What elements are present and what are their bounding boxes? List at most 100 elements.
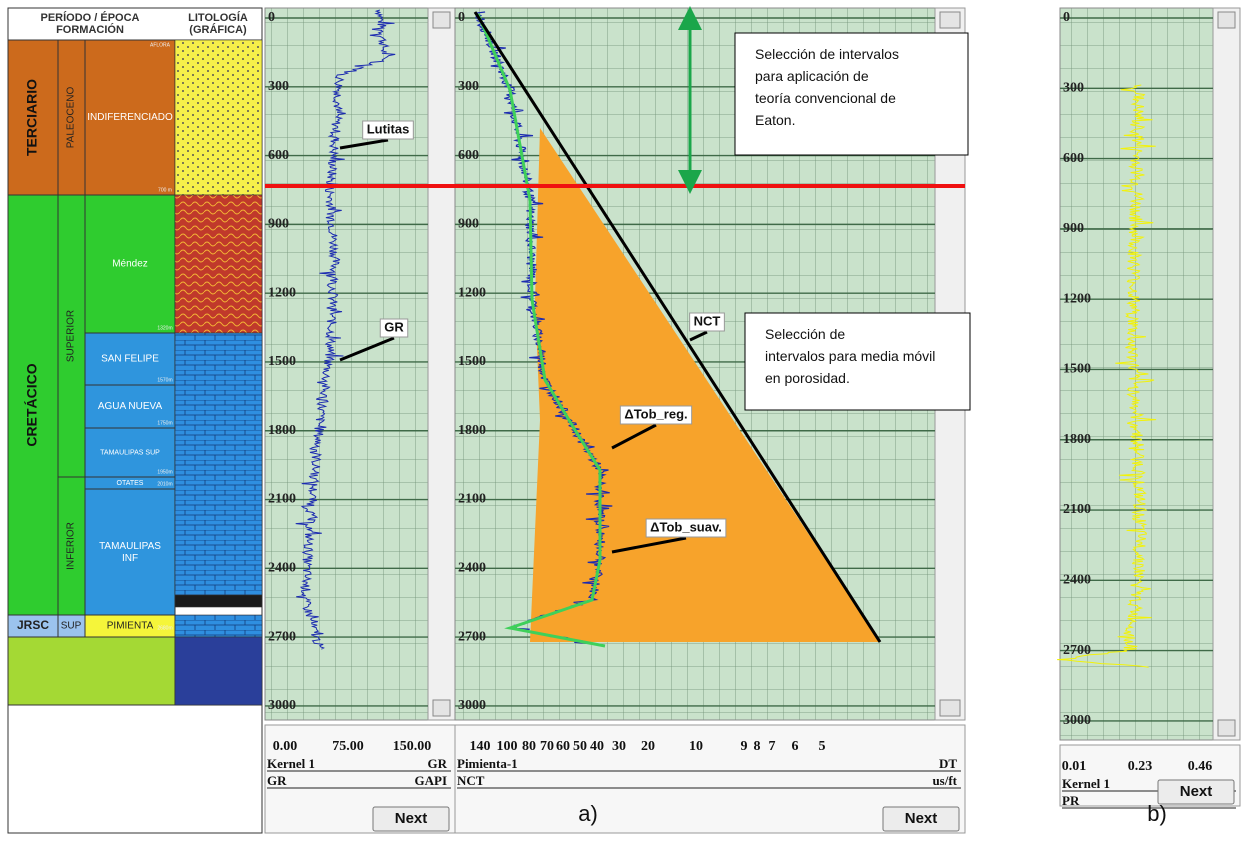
footer-left: PR [1062,793,1080,808]
epoch-cell [57,39,86,196]
scale-tick-label: 100 [497,739,518,754]
depth-tick-label: 300 [1063,81,1084,96]
note-box [734,32,969,156]
header-line: LITOLOGÍA [188,11,248,24]
scrollbar [427,7,456,721]
lower-cell [7,636,176,706]
scroll-up[interactable] [1217,11,1236,29]
callout-line [339,336,395,362]
note-line: teoría convencional de [755,90,896,106]
depth-tick-label: 1500 [458,354,486,369]
scale-tick-label: 150.00 [393,739,432,754]
epoch-label: INFERIOR [66,522,77,570]
lithology-band [174,39,263,196]
footer-right: GAPI [415,773,448,788]
formation-cell [84,332,176,386]
scale-tick-label: 70 [540,739,554,754]
note-line: Eaton. [755,112,795,128]
header [7,7,263,41]
depth-tick-label: 1800 [458,423,486,438]
note-line: Selección de [765,326,845,342]
callout-box [379,318,409,338]
caption: a) [578,801,598,826]
scale-tick-label: 8 [754,739,761,754]
scroll-down[interactable] [939,699,961,717]
pr-trace [1057,84,1157,668]
footer-right: GR [428,756,448,771]
next-button[interactable] [882,806,960,832]
scale-tick-label: 20 [641,739,655,754]
scale-tick-label: 0.46 [1188,759,1213,774]
scroll-down[interactable] [1217,719,1236,737]
lithology-band [174,194,263,334]
nct-area [530,128,880,642]
depth-tick-label: 2700 [458,629,486,644]
callout-box [619,405,693,425]
depth-tick-label: 900 [458,217,479,232]
column-header: PERÍODO / ÉPOCA FORMACIÓN [40,11,139,36]
next-button-label[interactable]: Next [905,810,938,827]
epoch-cell [57,194,86,478]
scroll-up[interactable] [432,11,451,29]
scrollbar [1212,7,1241,741]
next-button[interactable] [372,806,450,832]
nct-line [473,11,882,643]
depth-tick-label: 1200 [1063,291,1091,306]
depth-note: 700 m [158,187,172,193]
callout-box [645,518,727,538]
lithology-band [174,614,263,638]
depth-tick-label: 900 [268,217,289,232]
note-text: Selección de intervalos para aplicación d… [755,46,899,128]
depth-tick-label: 1500 [1063,362,1091,377]
callout-label: NCT [694,313,721,328]
depth-tick-label: 0 [268,10,275,25]
next-button-label[interactable]: Next [1180,783,1213,800]
epoch-label: SUP [61,621,82,632]
callout-label: GR [384,319,404,334]
formation-label: TAMAULIPAS INF [99,541,161,564]
formation-cell [84,39,176,196]
header-line: FORMACIÓN [56,23,124,36]
depth-tick-label: 2100 [458,492,486,507]
depth-note: 1320m [157,325,172,331]
period-cell [7,39,59,196]
depth-tick-label: 600 [268,148,289,163]
depth-tick-label: 2400 [458,561,486,576]
scroll-up[interactable] [939,11,961,29]
depth-note: 1950m [157,469,172,475]
scale-tick-label: 5 [819,739,826,754]
scale-tick-label: 40 [590,739,604,754]
depth-tick-label: 2400 [1063,573,1091,588]
depth-tick-label: 300 [458,79,479,94]
depth-tick-label: 3000 [1063,713,1091,728]
depth-tick-label: 0 [1063,10,1070,25]
lithology-band [174,636,263,706]
scale-tick-label: 30 [612,739,626,754]
gr-trace [295,9,396,650]
depth-tick-label: 2100 [268,492,296,507]
scale-tick-label: 50 [573,739,587,754]
scale-tick-label: 60 [556,739,570,754]
footer-left: NCT [457,773,485,788]
period-label: TERCIARIO [24,79,40,156]
next-button-label[interactable]: Next [395,810,428,827]
depth-note: AFLORA [150,42,171,48]
callout-label: Lutitas [367,121,410,136]
depth-note: 1750m [157,420,172,426]
depth-tick-label: 2400 [268,561,296,576]
period-label: JRSC [17,618,49,632]
epoch-label: SUPERIOR [66,310,77,362]
caption: b) [1147,801,1167,826]
scroll-down[interactable] [432,699,451,717]
scale-tick-label: 140 [470,739,491,754]
depth-note: 2010m [157,481,172,487]
callout-box [689,312,725,332]
depth-tick-label: 0 [458,10,465,25]
scale-tick-label: 7 [769,739,776,754]
formation-label: AGUA NUEVA [98,401,163,412]
formation-label: INDIFERENCIADO [87,112,173,123]
header-line: (GRÁFICA) [189,23,247,36]
scale-tick-label: 9 [741,739,748,754]
next-button[interactable] [1157,779,1235,805]
